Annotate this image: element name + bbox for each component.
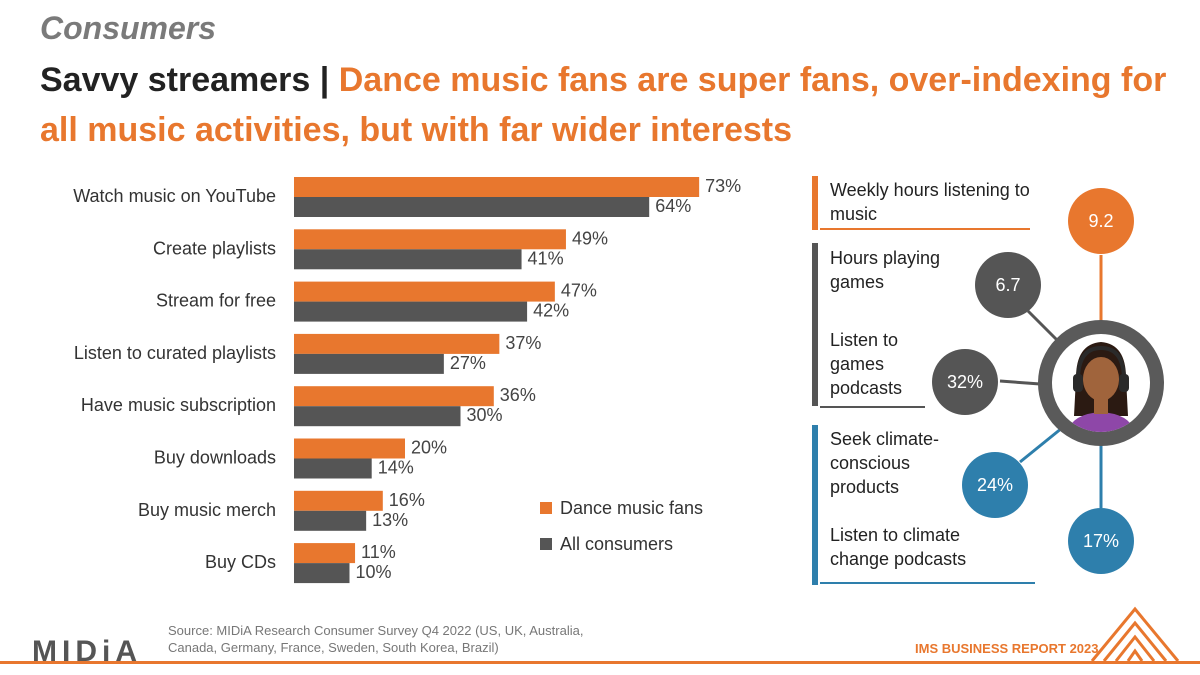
bar-all	[294, 458, 372, 479]
stat-label-listening-hours: Weekly hours listening to music	[830, 180, 1030, 224]
bar-all	[294, 249, 522, 270]
category-label: Create playlists	[153, 238, 276, 258]
accent-bar-games	[812, 243, 818, 406]
legend-label-all: All consumers	[560, 533, 674, 554]
category-label: Buy music merch	[138, 500, 276, 520]
legend-label-dance: Dance music fans	[560, 497, 704, 518]
report-title: IMS BUSINESS REPORT 2023	[915, 641, 1099, 656]
section-kicker: Consumers	[40, 10, 217, 46]
stat-bubble-climate-products: 24%	[962, 452, 1028, 518]
data-label: 41%	[528, 248, 564, 268]
stat-label-gaming-hours: Hours playing games	[830, 248, 941, 292]
accent-bar-music	[812, 176, 818, 230]
category-label: Buy downloads	[154, 448, 276, 468]
category-label: Listen to curated playlists	[74, 343, 276, 363]
stat-label-climate-podcasts: Listen to climate change podcasts	[830, 525, 967, 569]
stat-label-games-podcasts: Listen to games podcasts	[830, 330, 903, 398]
category-label: Stream for free	[156, 291, 276, 311]
data-label: 64%	[655, 196, 691, 216]
headphones-icon	[1076, 345, 1126, 381]
data-label: 13%	[372, 510, 408, 530]
data-label: 30%	[467, 405, 503, 425]
bar-dance	[294, 281, 555, 302]
headline-prefix: Savvy streamers |	[40, 61, 339, 99]
headline: Savvy streamers | Dance music fans are s…	[40, 55, 1170, 155]
bar-dance	[294, 543, 356, 564]
data-label: 10%	[356, 562, 392, 582]
stat-bubble-climate-podcasts: 17%	[1068, 508, 1134, 574]
bar-all	[294, 510, 367, 531]
underline-climate	[820, 582, 1035, 584]
data-label: 73%	[705, 176, 741, 196]
bar-all	[294, 406, 461, 427]
legend-item-dance: Dance music fans	[540, 490, 703, 526]
stat-bubble-games-podcasts: 32%	[932, 349, 998, 415]
accent-bar-climate	[812, 425, 818, 585]
connector-games	[1026, 309, 1062, 345]
data-label: 20%	[411, 438, 447, 458]
bar-all	[294, 301, 528, 322]
data-label: 14%	[378, 458, 414, 478]
data-label: 36%	[500, 385, 536, 405]
underline-games	[820, 406, 925, 408]
data-label: 27%	[450, 353, 486, 373]
legend-swatch-all	[540, 538, 552, 550]
bar-dance	[294, 386, 494, 407]
data-label: 47%	[561, 281, 597, 301]
bar-all	[294, 353, 444, 374]
bar-dance	[294, 229, 566, 250]
bar-chart: Watch music on YouTube 73% 64% Create playl…	[73, 176, 741, 584]
stat-bubble-listening-hours: 9.2	[1068, 188, 1134, 254]
brand-logo: MIDiA	[32, 635, 142, 668]
category-label: Watch music on YouTube	[73, 186, 276, 206]
data-label: 16%	[389, 490, 425, 510]
bar-dance	[294, 438, 405, 459]
bar-dance	[294, 333, 500, 354]
avatar-neck	[1094, 398, 1108, 414]
legend: Dance music fans All consumers	[540, 490, 703, 562]
underline-music	[820, 228, 1030, 230]
legend-item-all: All consumers	[540, 526, 703, 562]
stat-bubble-gaming-hours: 6.7	[975, 252, 1041, 318]
avatar	[1038, 320, 1164, 446]
headline-accent: Dance music fans are super fans, over-in…	[40, 61, 1167, 149]
data-label: 42%	[533, 301, 569, 321]
legend-swatch-dance	[540, 502, 552, 514]
connector-games-podcasts	[999, 379, 1041, 386]
footer-rule	[0, 661, 1200, 664]
report-logo-icon	[1090, 606, 1180, 662]
bar-all	[294, 197, 650, 217]
data-label: 49%	[572, 228, 608, 248]
source-note: Source: MIDiA Research Consumer Survey Q…	[168, 623, 584, 655]
stat-label-climate-products: Seek climate-conscious products	[830, 429, 940, 497]
category-label: Have music subscription	[81, 395, 276, 415]
data-label: 37%	[505, 333, 541, 353]
bar-dance	[294, 177, 700, 197]
avatar-face	[1083, 357, 1119, 401]
connector-climate-products	[1019, 426, 1063, 464]
bar-dance	[294, 490, 383, 511]
category-label: Buy CDs	[205, 552, 276, 572]
bar-all	[294, 563, 350, 584]
data-label: 11%	[361, 542, 396, 562]
